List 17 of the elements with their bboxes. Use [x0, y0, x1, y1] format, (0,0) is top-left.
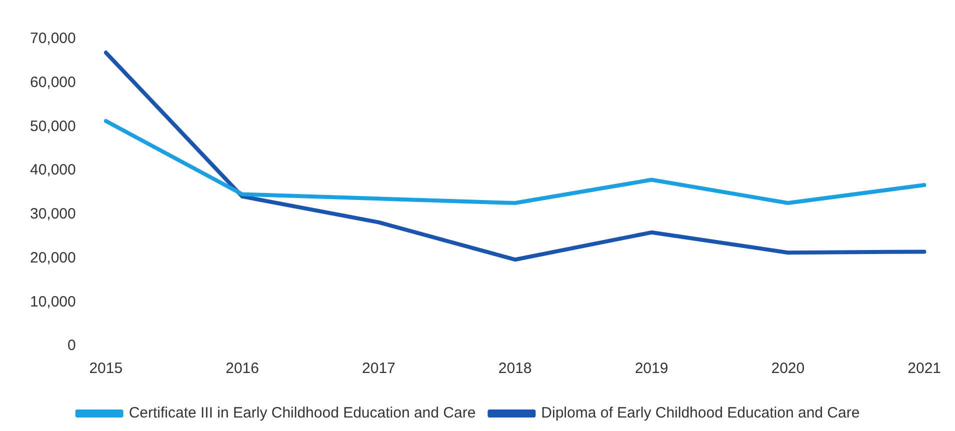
y-tick-label: 60,000 [30, 74, 76, 91]
legend-label: Certificate III in Early Childhood Education and Care [128, 404, 476, 422]
y-tick-label: 0 [68, 337, 76, 354]
y-tick-label: 70,000 [30, 30, 76, 48]
legend-label: Diploma of Early Childhood Education and Care [541, 404, 860, 422]
x-tick-label: 2015 [89, 360, 123, 378]
x-tick-label: 2019 [634, 360, 668, 378]
y-tick-label: 50,000 [30, 118, 76, 135]
y-tick-label: 40,000 [30, 162, 76, 179]
x-tick-label: 2017 [362, 360, 396, 378]
x-tick-label: 2016 [226, 360, 259, 378]
y-tick-label: 20,000 [30, 249, 76, 266]
x-tick-label: 2020 [771, 360, 805, 378]
x-tick-label: 2021 [908, 360, 942, 378]
x-tick-label: 2018 [498, 360, 532, 378]
y-tick-label: 30,000 [30, 206, 76, 223]
y-tick-label: 10,000 [30, 293, 76, 310]
